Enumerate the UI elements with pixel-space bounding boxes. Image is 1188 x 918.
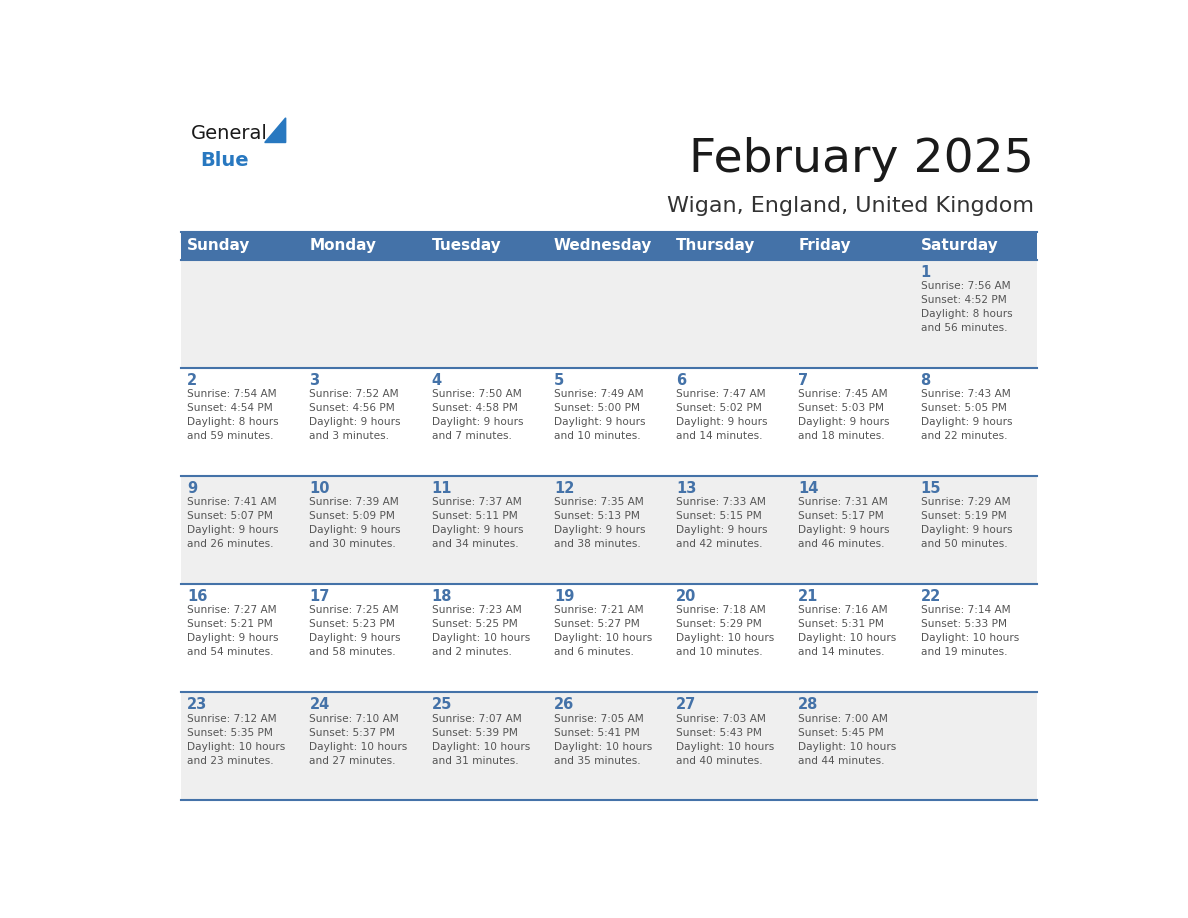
Text: 26: 26	[554, 698, 574, 712]
Text: Monday: Monday	[309, 238, 377, 253]
Text: 15: 15	[921, 481, 941, 496]
Text: Tuesday: Tuesday	[431, 238, 501, 253]
Text: 2: 2	[188, 373, 197, 388]
Text: 4: 4	[431, 373, 442, 388]
Text: Sunrise: 7:35 AM
Sunset: 5:13 PM
Daylight: 9 hours
and 38 minutes.: Sunrise: 7:35 AM Sunset: 5:13 PM Dayligh…	[554, 498, 645, 549]
Text: Blue: Blue	[201, 151, 249, 171]
Text: 27: 27	[676, 698, 696, 712]
Text: Sunrise: 7:39 AM
Sunset: 5:09 PM
Daylight: 9 hours
and 30 minutes.: Sunrise: 7:39 AM Sunset: 5:09 PM Dayligh…	[309, 498, 400, 549]
Bar	[670, 232, 792, 260]
Text: Sunrise: 7:29 AM
Sunset: 5:19 PM
Daylight: 9 hours
and 50 minutes.: Sunrise: 7:29 AM Sunset: 5:19 PM Dayligh…	[921, 498, 1012, 549]
Text: Sunrise: 7:27 AM
Sunset: 5:21 PM
Daylight: 9 hours
and 54 minutes.: Sunrise: 7:27 AM Sunset: 5:21 PM Dayligh…	[188, 606, 279, 657]
Text: 28: 28	[798, 698, 819, 712]
Text: 10: 10	[309, 481, 330, 496]
Text: 19: 19	[554, 589, 574, 604]
Text: 5: 5	[554, 373, 564, 388]
Text: 21: 21	[798, 589, 819, 604]
Bar	[303, 232, 425, 260]
Bar	[181, 367, 1037, 476]
Text: Thursday: Thursday	[676, 238, 756, 253]
Text: 3: 3	[309, 373, 320, 388]
Text: Sunrise: 7:33 AM
Sunset: 5:15 PM
Daylight: 9 hours
and 42 minutes.: Sunrise: 7:33 AM Sunset: 5:15 PM Dayligh…	[676, 498, 767, 549]
Text: 25: 25	[431, 698, 451, 712]
Text: Sunrise: 7:10 AM
Sunset: 5:37 PM
Daylight: 10 hours
and 27 minutes.: Sunrise: 7:10 AM Sunset: 5:37 PM Dayligh…	[309, 713, 407, 766]
Text: Sunrise: 7:18 AM
Sunset: 5:29 PM
Daylight: 10 hours
and 10 minutes.: Sunrise: 7:18 AM Sunset: 5:29 PM Dayligh…	[676, 606, 775, 657]
Text: Sunrise: 7:03 AM
Sunset: 5:43 PM
Daylight: 10 hours
and 40 minutes.: Sunrise: 7:03 AM Sunset: 5:43 PM Dayligh…	[676, 713, 775, 766]
Text: 1: 1	[921, 265, 930, 280]
Text: 23: 23	[188, 698, 208, 712]
Text: Sunrise: 7:25 AM
Sunset: 5:23 PM
Daylight: 9 hours
and 58 minutes.: Sunrise: 7:25 AM Sunset: 5:23 PM Dayligh…	[309, 606, 400, 657]
Text: Wigan, England, United Kingdom: Wigan, England, United Kingdom	[668, 196, 1035, 217]
Text: Sunrise: 7:52 AM
Sunset: 4:56 PM
Daylight: 9 hours
and 3 minutes.: Sunrise: 7:52 AM Sunset: 4:56 PM Dayligh…	[309, 389, 400, 442]
Bar	[181, 260, 1037, 367]
Text: 11: 11	[431, 481, 453, 496]
Text: Sunrise: 7:07 AM
Sunset: 5:39 PM
Daylight: 10 hours
and 31 minutes.: Sunrise: 7:07 AM Sunset: 5:39 PM Dayligh…	[431, 713, 530, 766]
Text: February 2025: February 2025	[689, 137, 1035, 182]
Text: Wednesday: Wednesday	[554, 238, 652, 253]
Text: Sunrise: 7:43 AM
Sunset: 5:05 PM
Daylight: 9 hours
and 22 minutes.: Sunrise: 7:43 AM Sunset: 5:05 PM Dayligh…	[921, 389, 1012, 442]
Text: Sunrise: 7:50 AM
Sunset: 4:58 PM
Daylight: 9 hours
and 7 minutes.: Sunrise: 7:50 AM Sunset: 4:58 PM Dayligh…	[431, 389, 523, 442]
Text: 13: 13	[676, 481, 696, 496]
Text: 8: 8	[921, 373, 930, 388]
Text: Sunrise: 7:54 AM
Sunset: 4:54 PM
Daylight: 8 hours
and 59 minutes.: Sunrise: 7:54 AM Sunset: 4:54 PM Dayligh…	[188, 389, 279, 442]
Text: Sunrise: 7:41 AM
Sunset: 5:07 PM
Daylight: 9 hours
and 26 minutes.: Sunrise: 7:41 AM Sunset: 5:07 PM Dayligh…	[188, 498, 279, 549]
Bar	[181, 584, 1037, 692]
Text: Sunrise: 7:05 AM
Sunset: 5:41 PM
Daylight: 10 hours
and 35 minutes.: Sunrise: 7:05 AM Sunset: 5:41 PM Dayligh…	[554, 713, 652, 766]
Text: Saturday: Saturday	[921, 238, 998, 253]
Text: Sunrise: 7:12 AM
Sunset: 5:35 PM
Daylight: 10 hours
and 23 minutes.: Sunrise: 7:12 AM Sunset: 5:35 PM Dayligh…	[188, 713, 285, 766]
Text: 20: 20	[676, 589, 696, 604]
Polygon shape	[265, 118, 285, 142]
Text: 9: 9	[188, 481, 197, 496]
Text: 22: 22	[921, 589, 941, 604]
Bar	[181, 232, 303, 260]
Text: 17: 17	[309, 589, 330, 604]
Text: 6: 6	[676, 373, 687, 388]
Text: Sunrise: 7:00 AM
Sunset: 5:45 PM
Daylight: 10 hours
and 44 minutes.: Sunrise: 7:00 AM Sunset: 5:45 PM Dayligh…	[798, 713, 897, 766]
Text: 16: 16	[188, 589, 208, 604]
Bar	[425, 232, 548, 260]
Text: 7: 7	[798, 373, 808, 388]
Text: Sunrise: 7:45 AM
Sunset: 5:03 PM
Daylight: 9 hours
and 18 minutes.: Sunrise: 7:45 AM Sunset: 5:03 PM Dayligh…	[798, 389, 890, 442]
Bar	[181, 692, 1037, 800]
Text: 18: 18	[431, 589, 453, 604]
Text: 12: 12	[554, 481, 574, 496]
Text: Sunrise: 7:21 AM
Sunset: 5:27 PM
Daylight: 10 hours
and 6 minutes.: Sunrise: 7:21 AM Sunset: 5:27 PM Dayligh…	[554, 606, 652, 657]
Text: Sunrise: 7:47 AM
Sunset: 5:02 PM
Daylight: 9 hours
and 14 minutes.: Sunrise: 7:47 AM Sunset: 5:02 PM Dayligh…	[676, 389, 767, 442]
Text: Sunrise: 7:31 AM
Sunset: 5:17 PM
Daylight: 9 hours
and 46 minutes.: Sunrise: 7:31 AM Sunset: 5:17 PM Dayligh…	[798, 498, 890, 549]
Text: Friday: Friday	[798, 238, 851, 253]
Bar	[792, 232, 915, 260]
Bar	[548, 232, 670, 260]
Text: Sunrise: 7:49 AM
Sunset: 5:00 PM
Daylight: 9 hours
and 10 minutes.: Sunrise: 7:49 AM Sunset: 5:00 PM Dayligh…	[554, 389, 645, 442]
Text: 24: 24	[309, 698, 329, 712]
Text: General: General	[191, 125, 268, 143]
Text: Sunrise: 7:14 AM
Sunset: 5:33 PM
Daylight: 10 hours
and 19 minutes.: Sunrise: 7:14 AM Sunset: 5:33 PM Dayligh…	[921, 606, 1019, 657]
Text: Sunrise: 7:23 AM
Sunset: 5:25 PM
Daylight: 10 hours
and 2 minutes.: Sunrise: 7:23 AM Sunset: 5:25 PM Dayligh…	[431, 606, 530, 657]
Text: Sunrise: 7:37 AM
Sunset: 5:11 PM
Daylight: 9 hours
and 34 minutes.: Sunrise: 7:37 AM Sunset: 5:11 PM Dayligh…	[431, 498, 523, 549]
Text: Sunday: Sunday	[188, 238, 251, 253]
Bar	[915, 232, 1037, 260]
Bar	[181, 476, 1037, 584]
Text: 14: 14	[798, 481, 819, 496]
Text: Sunrise: 7:56 AM
Sunset: 4:52 PM
Daylight: 8 hours
and 56 minutes.: Sunrise: 7:56 AM Sunset: 4:52 PM Dayligh…	[921, 281, 1012, 333]
Text: Sunrise: 7:16 AM
Sunset: 5:31 PM
Daylight: 10 hours
and 14 minutes.: Sunrise: 7:16 AM Sunset: 5:31 PM Dayligh…	[798, 606, 897, 657]
